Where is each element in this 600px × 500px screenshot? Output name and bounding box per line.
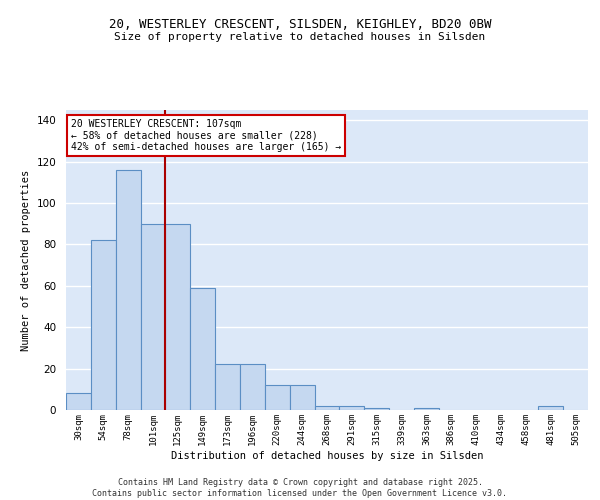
Bar: [166, 224, 190, 410]
Bar: [340, 406, 364, 410]
Bar: [190, 288, 215, 410]
Bar: [364, 408, 389, 410]
Bar: [215, 364, 240, 410]
Bar: [414, 408, 439, 410]
Text: 20, WESTERLEY CRESCENT, SILSDEN, KEIGHLEY, BD20 0BW: 20, WESTERLEY CRESCENT, SILSDEN, KEIGHLE…: [109, 18, 491, 30]
Text: Size of property relative to detached houses in Silsden: Size of property relative to detached ho…: [115, 32, 485, 42]
Y-axis label: Number of detached properties: Number of detached properties: [21, 170, 31, 350]
Bar: [66, 394, 91, 410]
Bar: [91, 240, 116, 410]
Bar: [538, 406, 563, 410]
Text: 20 WESTERLEY CRESCENT: 107sqm
← 58% of detached houses are smaller (228)
42% of : 20 WESTERLEY CRESCENT: 107sqm ← 58% of d…: [71, 119, 341, 152]
Bar: [116, 170, 140, 410]
Bar: [240, 364, 265, 410]
X-axis label: Distribution of detached houses by size in Silsden: Distribution of detached houses by size …: [171, 450, 483, 460]
Bar: [290, 385, 314, 410]
Bar: [314, 406, 340, 410]
Text: Contains HM Land Registry data © Crown copyright and database right 2025.
Contai: Contains HM Land Registry data © Crown c…: [92, 478, 508, 498]
Bar: [265, 385, 290, 410]
Bar: [140, 224, 166, 410]
